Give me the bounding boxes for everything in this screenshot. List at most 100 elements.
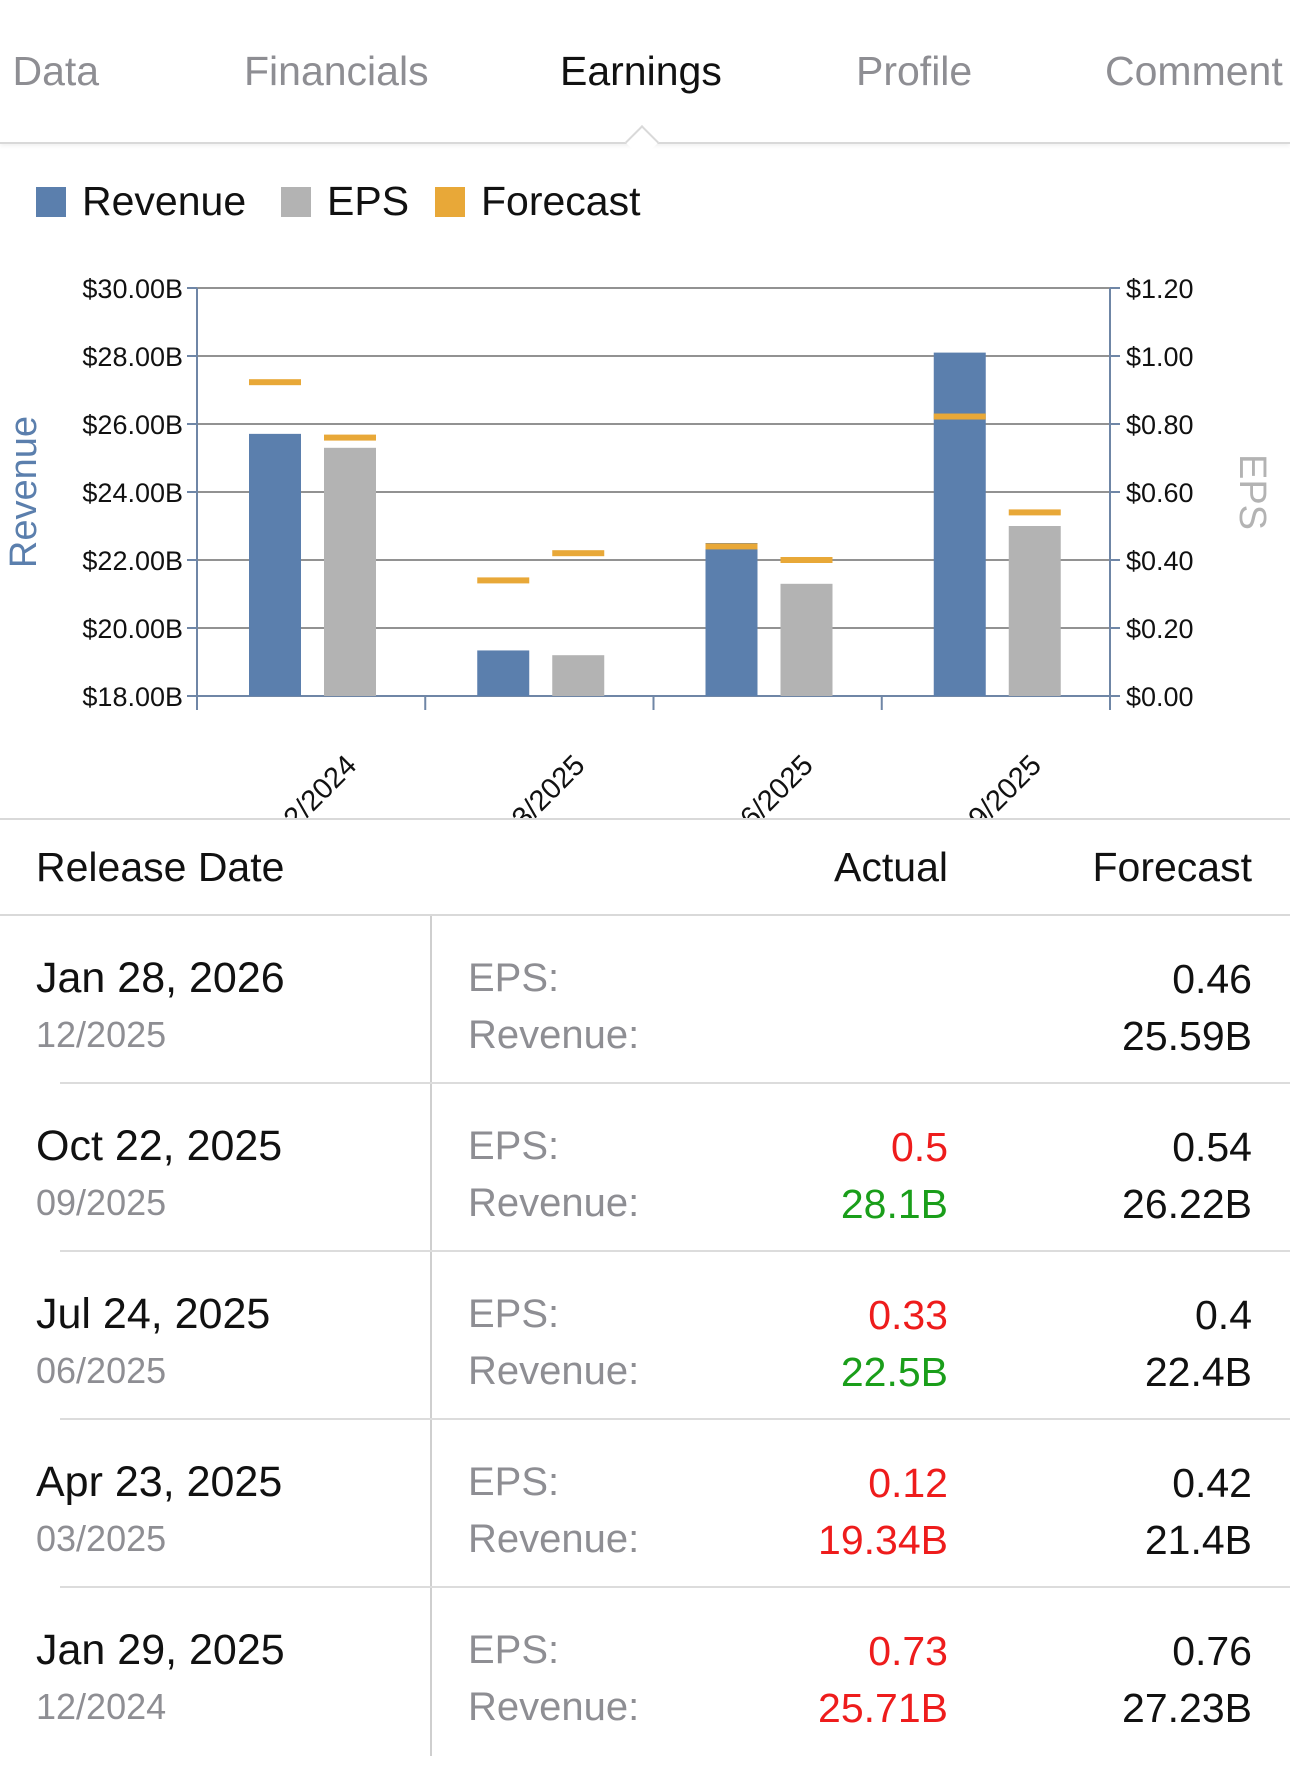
right-tick-label: $0.40 [1126,546,1194,576]
eps-bar [552,655,605,696]
eps-label: EPS: [468,1124,560,1168]
category-label: 03/2025 [495,749,592,820]
fiscal-period: 06/2025 [36,1350,167,1391]
revenue-actual: 19.34B [818,1517,948,1563]
eps-label: EPS: [468,1460,560,1504]
release-date: Oct 22, 2025 [36,1122,283,1170]
release-date: Jul 24, 2025 [36,1290,271,1338]
earnings-chart: $18.00B $0.00 $20.00B $0.20 $22.00B $0.40 $24.… [3,274,1273,820]
table-header: Release Date Actual Forecast [0,820,1290,916]
column-divider [430,1588,432,1756]
revenue-forecast: 25.59B [1122,1013,1252,1059]
row-divider [60,1418,1290,1420]
eps-forecast-marker [552,550,605,557]
revenue-bar [477,650,530,696]
eps-label: EPS: [468,1292,560,1336]
fiscal-period: 03/2025 [36,1518,167,1559]
table-row[interactable]: Jan 28, 2026 12/2025 EPS: Revenue: 0.46 … [0,916,1290,1084]
legend-item-forecast[interactable]: Forecast [435,178,641,225]
row-divider [60,1250,1290,1252]
tab-earnings[interactable]: Earnings [560,48,722,94]
tab-profile[interactable]: Profile [856,48,973,94]
table-row[interactable]: Apr 23, 2025 03/2025 EPS: Revenue: 0.12 … [0,1420,1290,1588]
right-axis-title: EPS [1231,454,1273,530]
column-divider [430,916,432,1084]
revenue-forecast-marker [933,413,986,420]
right-tick-label: $0.80 [1126,410,1194,440]
revenue-forecast-marker [705,543,758,550]
eps-actual: 0.5 [891,1124,948,1170]
fiscal-period: 12/2024 [36,1686,167,1727]
eps-forecast-marker [780,557,833,563]
right-tick-label: $0.00 [1126,682,1194,712]
left-tick-label: $28.00B [82,342,183,372]
eps-label: EPS: [468,956,560,1000]
right-tick-label: $1.00 [1126,342,1194,372]
column-divider [430,1252,432,1420]
revenue-forecast: 21.4B [1144,1517,1252,1563]
legend-label-revenue: Revenue [82,178,247,224]
eps-forecast: 0.42 [1172,1460,1252,1506]
eps-forecast-marker [1008,509,1061,516]
tab-comments[interactable]: Comment [1105,48,1283,94]
eps-bar [1008,526,1061,696]
earnings-table: Jan 28, 2026 12/2025 EPS: Revenue: 0.46 … [0,916,1290,1756]
revenue-bar [705,543,758,696]
revenue-actual: 28.1B [840,1181,948,1227]
left-tick-label: $30.00B [82,274,183,304]
right-tick-label: $0.60 [1126,478,1194,508]
revenue-label: Revenue: [468,1013,640,1057]
left-tick-label: $20.00B [82,614,183,644]
eps-forecast-marker [324,434,376,441]
left-tick-label: $18.00B [82,682,183,712]
legend-swatch-eps [281,186,311,217]
column-divider [430,1420,432,1588]
revenue-forecast: 27.23B [1122,1685,1252,1731]
eps-actual: 0.73 [868,1628,948,1674]
fiscal-period: 12/2025 [36,1014,167,1055]
legend-swatch-revenue [36,186,66,217]
category-label: 09/2025 [951,749,1048,820]
header-forecast: Forecast [1092,844,1253,890]
tab-bar: l Data Financials Earnings Profile Comme… [0,0,1290,159]
left-tick-label: $22.00B [82,546,183,576]
revenue-forecast: 22.4B [1144,1349,1252,1395]
eps-forecast: 0.46 [1172,956,1252,1002]
active-tab-indicator [625,125,659,159]
table-row[interactable]: Oct 22, 2025 09/2025 EPS: Revenue: 0.5 2… [0,1084,1290,1252]
legend-swatch-forecast [435,186,465,217]
revenue-forecast-marker [249,379,301,386]
release-date: Apr 23, 2025 [36,1458,283,1506]
category-label: 06/2025 [723,749,820,820]
revenue-actual: 25.71B [818,1685,948,1731]
eps-forecast: 0.54 [1172,1124,1252,1170]
revenue-forecast: 26.22B [1122,1181,1252,1227]
revenue-label: Revenue: [468,1181,640,1225]
category-label: 12/2024 [266,749,363,820]
column-divider [430,1084,432,1252]
legend-item-revenue[interactable]: Revenue [36,178,246,225]
left-axis-title: Revenue [3,416,45,568]
table-row[interactable]: Jan 29, 2025 12/2024 EPS: Revenue: 0.73 … [0,1588,1290,1756]
tab-financials[interactable]: Financials [244,48,429,94]
revenue-label: Revenue: [468,1349,640,1393]
eps-bar [780,583,833,696]
revenue-bar [933,352,986,696]
eps-forecast: 0.76 [1172,1628,1252,1674]
row-divider [60,1586,1290,1588]
left-tick-label: $24.00B [82,478,183,508]
legend-label-forecast: Forecast [481,178,641,224]
revenue-actual: 22.5B [840,1349,948,1395]
tab-historical-data[interactable]: l Data [0,48,100,94]
right-tick-label: $1.20 [1126,274,1194,304]
header-release-date: Release Date [36,844,285,890]
table-row[interactable]: Jul 24, 2025 06/2025 EPS: Revenue: 0.33 … [0,1252,1290,1420]
revenue-label: Revenue: [468,1517,640,1561]
release-date: Jan 29, 2025 [36,1626,285,1674]
fiscal-period: 09/2025 [36,1182,167,1223]
legend-item-eps[interactable]: EPS [281,178,409,225]
left-tick-label: $26.00B [82,410,183,440]
right-tick-label: $0.20 [1126,614,1194,644]
eps-actual: 0.33 [868,1292,948,1338]
legend-label-eps: EPS [327,178,410,224]
